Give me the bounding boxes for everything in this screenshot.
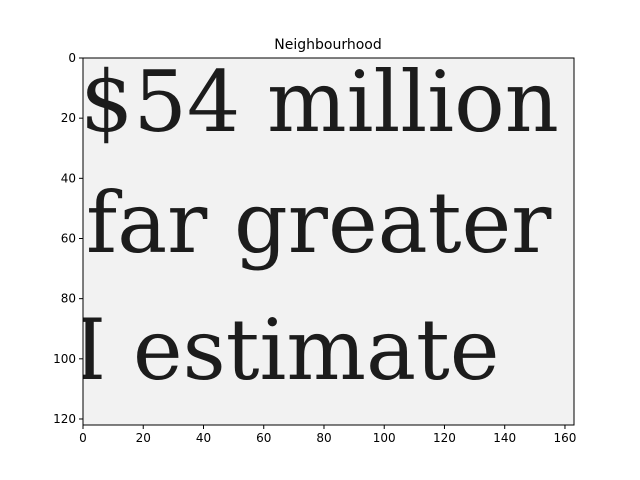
image-text-line-2: far greater	[86, 174, 552, 272]
y-tick-label: 40	[61, 171, 76, 185]
y-tick-label: 80	[61, 292, 76, 306]
x-tick-label: 120	[433, 431, 456, 445]
x-axis: 0 20 40 60 80 100 120 140 160	[79, 425, 576, 445]
x-tick-label: 40	[196, 431, 211, 445]
y-tick-label: 60	[61, 231, 76, 245]
y-tick-label: 0	[68, 51, 76, 65]
y-axis: 0 20 40 60 80 100 120	[53, 51, 83, 426]
figure-title: Neighbourhood	[274, 37, 381, 53]
x-tick-label: 0	[79, 431, 87, 445]
y-tick-label: 100	[53, 352, 76, 366]
x-tick-label: 100	[373, 431, 396, 445]
x-tick-label: 60	[256, 431, 271, 445]
image-text-line-3: I estimate	[73, 301, 500, 399]
image-panel: $54 million far greater I estimate	[73, 53, 575, 426]
plot-frame	[82, 57, 575, 426]
image-background	[83, 58, 574, 425]
image-text-line-1: $54 million	[80, 53, 559, 151]
x-tick-label: 140	[493, 431, 516, 445]
y-tick-label: 20	[61, 111, 76, 125]
x-tick-label: 80	[316, 431, 331, 445]
x-tick-label: 20	[136, 431, 151, 445]
y-tick-label: 120	[53, 412, 76, 426]
x-tick-label: 160	[554, 431, 577, 445]
